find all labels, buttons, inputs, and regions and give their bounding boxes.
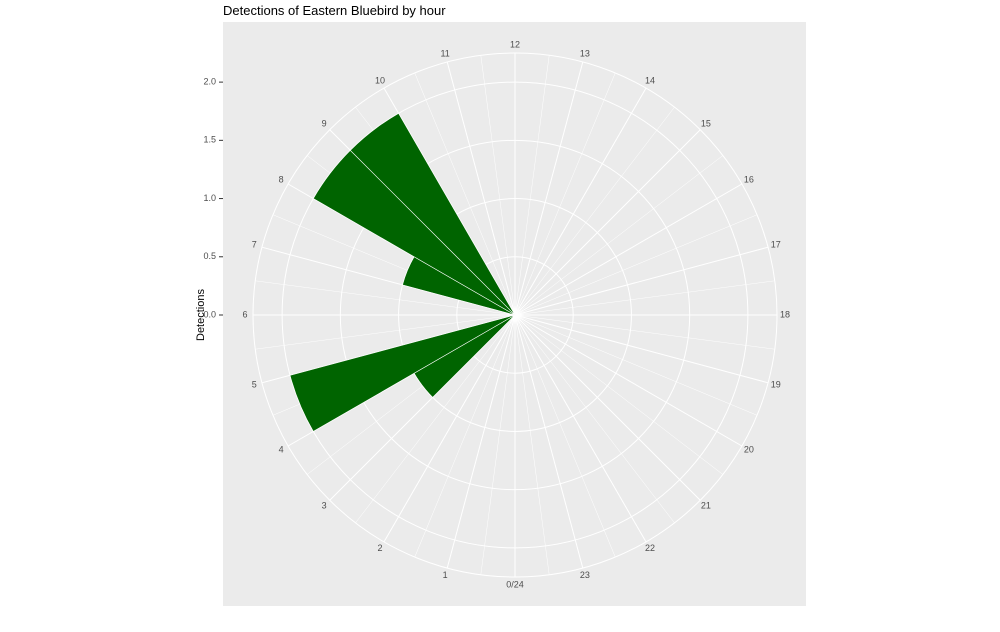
minor-spoke	[514, 314, 675, 524]
minor-spoke	[514, 155, 724, 316]
x-tick-label: 8	[279, 174, 284, 184]
x-tick-label: 18	[780, 309, 790, 319]
grid-spoke	[383, 314, 516, 543]
minor-spoke	[514, 106, 675, 316]
minor-spoke	[514, 72, 616, 316]
x-tick-label: 20	[744, 444, 754, 454]
minor-spoke	[514, 314, 775, 350]
x-tick-label: 10	[375, 76, 385, 86]
grid-spoke	[514, 314, 701, 501]
minor-spoke	[414, 72, 516, 316]
grid-spoke	[514, 246, 769, 316]
bar	[289, 314, 516, 432]
x-tick-label: 16	[744, 174, 754, 184]
y-tick-label: 0.5	[203, 251, 216, 261]
grid-spoke	[446, 61, 516, 316]
x-tick-label: 5	[252, 379, 257, 389]
x-tick-label: 1	[443, 570, 448, 580]
y-axis-label: Detections	[195, 289, 207, 341]
x-tick-label: 11	[440, 49, 449, 59]
minor-spoke	[255, 280, 516, 316]
x-tick-label: 19	[771, 379, 781, 389]
minor-spoke	[514, 214, 758, 316]
minor-spoke	[514, 280, 775, 316]
y-tick-label: 0.0	[203, 309, 216, 319]
minor-spoke	[514, 55, 550, 316]
x-tick-label: 6	[242, 309, 247, 319]
bar	[349, 112, 516, 316]
x-tick-label: 17	[771, 239, 781, 249]
x-tick-label: 22	[645, 543, 655, 553]
minor-spoke	[480, 314, 516, 575]
grid-spoke	[514, 314, 584, 569]
x-tick-label: 0/24	[506, 579, 524, 589]
grid-spoke	[514, 61, 584, 316]
grid-spoke	[446, 314, 516, 569]
grid-spoke	[514, 87, 647, 316]
grid-spoke	[514, 314, 769, 384]
minor-spoke	[355, 314, 516, 524]
grid-spoke	[514, 314, 647, 543]
minor-spoke	[514, 314, 550, 575]
x-tick-label: 9	[322, 118, 327, 128]
grid-spoke	[514, 129, 701, 316]
grid-spoke	[514, 183, 743, 316]
minor-spoke	[255, 314, 516, 350]
x-tick-label: 2	[377, 543, 382, 553]
x-tick-label: 14	[645, 76, 655, 86]
y-tick-label: 1.5	[203, 135, 216, 145]
x-tick-label: 3	[322, 500, 327, 510]
minor-spoke	[514, 314, 616, 558]
minor-spoke	[480, 55, 516, 316]
minor-spoke	[514, 314, 724, 475]
x-tick-label: 12	[510, 39, 520, 49]
x-tick-label: 13	[580, 49, 590, 59]
x-tick-label: 23	[580, 570, 590, 580]
grid-spoke	[514, 314, 743, 447]
chart-title: Detections of Eastern Bluebird by hour	[223, 3, 446, 18]
x-tick-label: 7	[252, 239, 257, 249]
x-tick-label: 21	[701, 500, 711, 510]
minor-spoke	[514, 314, 758, 416]
x-tick-label: 4	[279, 444, 284, 454]
y-tick-label: 2.0	[203, 76, 216, 86]
minor-spoke	[414, 314, 516, 558]
x-tick-label: 15	[701, 118, 711, 128]
y-tick-label: 1.0	[203, 193, 216, 203]
